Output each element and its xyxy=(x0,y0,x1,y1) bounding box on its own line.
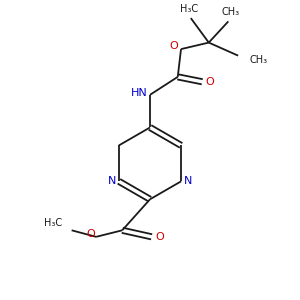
Text: CH₃: CH₃ xyxy=(250,55,268,64)
Text: O: O xyxy=(155,232,164,242)
Text: O: O xyxy=(169,41,178,51)
Text: H₃C: H₃C xyxy=(44,218,62,228)
Text: O: O xyxy=(205,77,214,87)
Text: O: O xyxy=(86,229,94,239)
Text: N: N xyxy=(184,176,193,186)
Text: N: N xyxy=(107,176,116,186)
Text: HN: HN xyxy=(131,88,148,98)
Text: CH₃: CH₃ xyxy=(222,7,240,17)
Text: H₃C: H₃C xyxy=(180,4,198,14)
